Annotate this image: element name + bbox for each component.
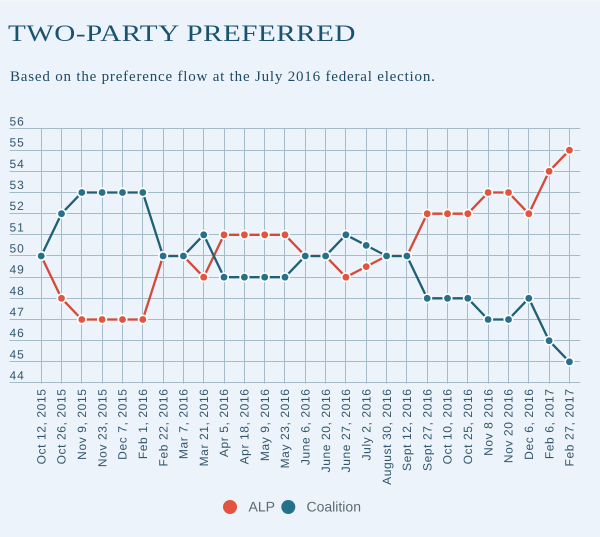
svg-text:June 6, 2016: June 6, 2016 <box>299 389 313 466</box>
svg-text:May 23, 2016: May 23, 2016 <box>278 389 292 469</box>
svg-text:56: 56 <box>10 115 25 129</box>
svg-text:Oct 10, 2016: Oct 10, 2016 <box>441 389 455 465</box>
svg-text:Dec 6, 2016: Dec 6, 2016 <box>522 389 536 460</box>
svg-text:Nov 23, 2015: Nov 23, 2015 <box>95 389 109 468</box>
svg-text:53: 53 <box>10 178 25 192</box>
svg-text:55: 55 <box>10 136 25 150</box>
svg-text:48: 48 <box>10 284 25 298</box>
svg-text:Oct 25, 2016: Oct 25, 2016 <box>461 389 475 465</box>
svg-text:Sept 27, 2016: Sept 27, 2016 <box>420 389 434 472</box>
svg-text:Dec 7, 2015: Dec 7, 2015 <box>116 389 130 460</box>
svg-text:Oct 26, 2015: Oct 26, 2015 <box>55 389 69 465</box>
svg-text:47: 47 <box>10 305 25 319</box>
svg-text:Apr 5, 2016: Apr 5, 2016 <box>217 389 231 458</box>
svg-text:52: 52 <box>10 199 25 213</box>
svg-text:Mar 21, 2016: Mar 21, 2016 <box>197 389 211 467</box>
svg-text:44: 44 <box>10 369 25 383</box>
svg-text:50: 50 <box>10 242 25 256</box>
svg-text:August 30, 2016: August 30, 2016 <box>380 389 394 485</box>
svg-text:46: 46 <box>10 326 25 340</box>
svg-text:49: 49 <box>10 263 25 277</box>
svg-text:Feb 1, 2016: Feb 1, 2016 <box>136 389 150 460</box>
svg-text:Nov 8 2016: Nov 8 2016 <box>481 389 495 456</box>
svg-text:May 9, 2016: May 9, 2016 <box>258 389 272 462</box>
svg-text:51: 51 <box>10 220 25 234</box>
svg-text:45: 45 <box>10 347 25 361</box>
svg-text:Apr 18, 2016: Apr 18, 2016 <box>238 389 252 465</box>
svg-text:54: 54 <box>10 157 25 171</box>
svg-text:Feb 27, 2017: Feb 27, 2017 <box>563 389 577 467</box>
svg-text:June 20, 2016: June 20, 2016 <box>319 389 333 473</box>
svg-text:Mar 7, 2016: Mar 7, 2016 <box>177 389 191 460</box>
svg-text:Feb 22, 2016: Feb 22, 2016 <box>156 389 170 467</box>
svg-text:Feb 6, 2017: Feb 6, 2017 <box>542 389 556 460</box>
svg-text:Coalition: Coalition <box>307 499 361 515</box>
svg-text:Nov 20 2016: Nov 20 2016 <box>502 389 516 464</box>
svg-text:Oct 12, 2015: Oct 12, 2015 <box>34 389 48 465</box>
svg-text:ALP: ALP <box>249 499 275 515</box>
svg-text:July 2, 2016: July 2, 2016 <box>359 389 373 461</box>
svg-text:Nov 9, 2015: Nov 9, 2015 <box>75 389 89 460</box>
svg-text:Sept 12, 2016: Sept 12, 2016 <box>400 389 414 472</box>
svg-text:June 27, 2016: June 27, 2016 <box>339 389 353 473</box>
